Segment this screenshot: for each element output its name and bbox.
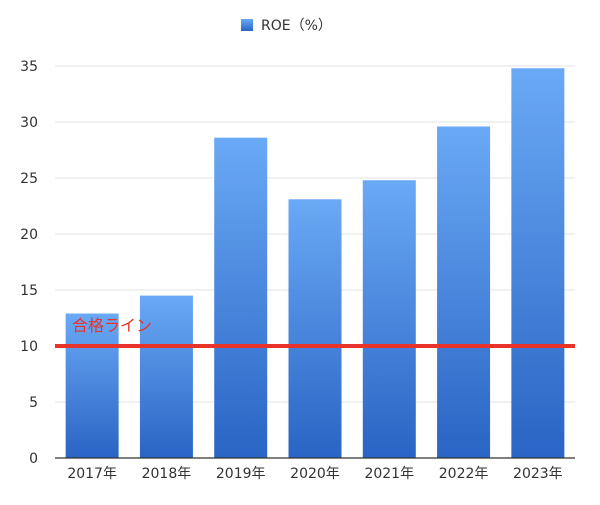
- reference-line-label: 合格ライン: [72, 316, 152, 335]
- x-tick-label: 2020年: [290, 466, 340, 482]
- bar: [511, 68, 565, 459]
- bar: [288, 199, 342, 458]
- y-tick-label: 35: [20, 59, 38, 75]
- bar: [139, 295, 193, 458]
- y-tick-label: 15: [20, 283, 38, 299]
- y-tick-label: 20: [20, 227, 38, 243]
- y-tick-label: 25: [20, 171, 38, 187]
- bar: [214, 137, 268, 458]
- y-tick-label: 10: [20, 339, 38, 355]
- bar: [65, 313, 119, 458]
- legend-label: ROE（%）: [261, 18, 332, 34]
- y-tick-label: 30: [20, 115, 38, 131]
- x-tick-label: 2023年: [513, 466, 563, 482]
- y-tick-label: 5: [29, 395, 38, 411]
- x-tick-label: 2017年: [67, 466, 117, 482]
- bar: [362, 180, 416, 459]
- x-tick-label: 2021年: [364, 466, 414, 482]
- bar: [437, 126, 491, 458]
- y-tick-label: 0: [29, 451, 38, 467]
- legend-swatch: [241, 19, 253, 31]
- x-tick-label: 2018年: [142, 466, 192, 482]
- x-tick-label: 2019年: [216, 466, 266, 482]
- x-tick-label: 2022年: [439, 466, 489, 482]
